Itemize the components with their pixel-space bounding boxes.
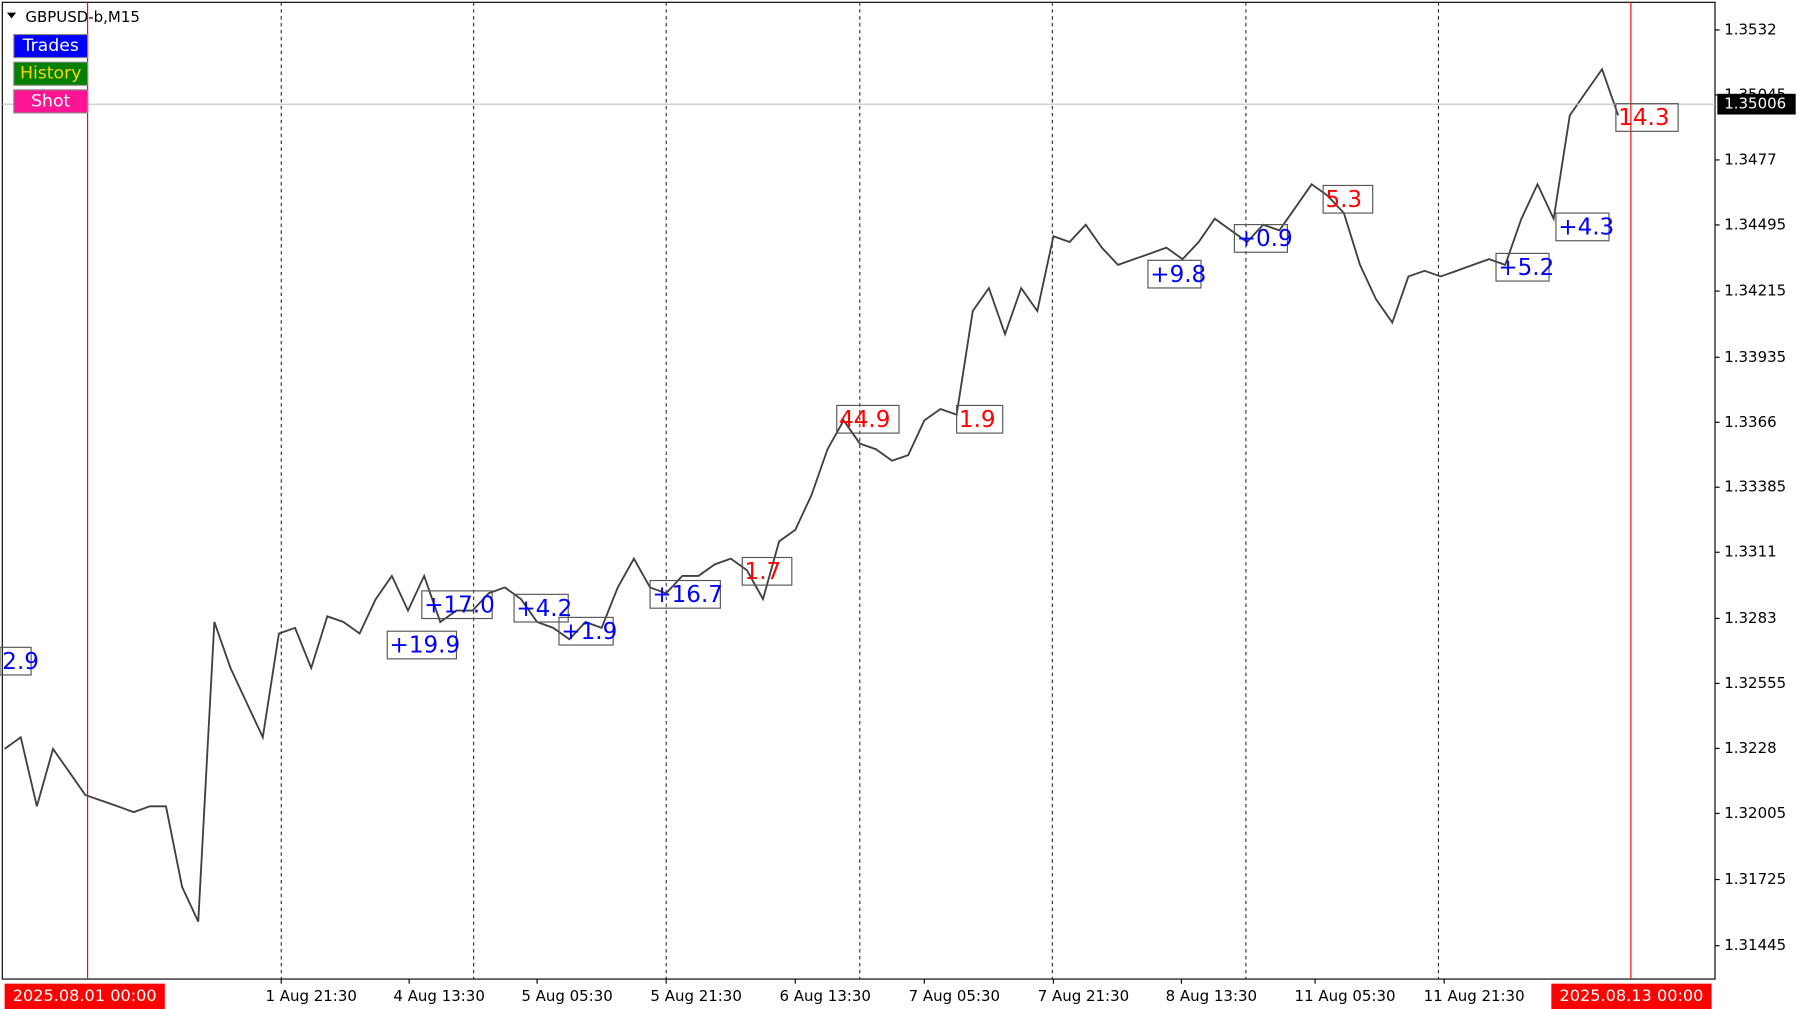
x-tick-label: 5 Aug 05:30 <box>521 987 612 1005</box>
y-tick-label: 1.33935 <box>1724 348 1786 366</box>
menu-arrow[interactable] <box>6 12 17 19</box>
y-tick-label: 1.32005 <box>1724 804 1786 822</box>
trade-label: 5.3 <box>1325 187 1362 213</box>
trade-label-box <box>1147 259 1202 289</box>
period-marker-label: 2025.08.13 00:00 <box>1559 986 1703 1005</box>
x-tick-label: 1 Aug 21:30 <box>265 987 356 1005</box>
trade-label-box <box>1555 212 1610 242</box>
x-tick-label: 5 Aug 21:30 <box>650 987 741 1005</box>
trade-label-box <box>0 646 32 676</box>
y-tick-label: 1.31445 <box>1724 936 1786 954</box>
button-label[interactable]: Shot <box>31 91 70 111</box>
trade-label: +16.7 <box>652 582 723 608</box>
trade-label-box <box>421 590 493 620</box>
x-tick-label: 6 Aug 13:30 <box>780 987 871 1005</box>
trade-label-box <box>649 579 721 609</box>
trade-label: +1.9 <box>561 619 617 645</box>
y-tick-label: 1.3228 <box>1724 739 1776 757</box>
trade-label: +19.9 <box>390 633 461 659</box>
trade-label-box <box>1322 184 1374 214</box>
button-0[interactable] <box>13 33 89 59</box>
x-tick-label: 11 Aug 21:30 <box>1424 987 1525 1005</box>
x-tick-label: 8 Aug 13:30 <box>1166 987 1257 1005</box>
trade-label-box <box>558 616 614 646</box>
y-tick-label: 1.32555 <box>1724 674 1786 692</box>
trade-label: +5.2 <box>1498 255 1554 281</box>
period-marker-box <box>1551 983 1712 1009</box>
current-price-box <box>1717 93 1796 115</box>
y-tick-label: 1.3283 <box>1724 609 1776 627</box>
x-tick-label: 4 Aug 13:30 <box>393 987 484 1005</box>
y-tick-label: 1.33385 <box>1724 478 1786 496</box>
trade-label-box <box>1233 224 1288 253</box>
price-line <box>4 67 1620 922</box>
trade-label: 14.3 <box>1618 105 1669 131</box>
trade-label-box <box>1615 103 1679 132</box>
trade-label: 44.9 <box>839 407 890 433</box>
plot-frame <box>1 1 1716 980</box>
y-tick-label: 1.31725 <box>1724 870 1786 888</box>
y-tick-label: 1.3366 <box>1724 413 1776 431</box>
trade-label: +0.9 <box>1237 226 1293 252</box>
x-tick-label: 11 Aug 05:30 <box>1295 987 1396 1005</box>
button-2[interactable] <box>13 89 89 114</box>
trade-label-box <box>836 404 900 434</box>
trade-label: 1.7 <box>745 559 782 585</box>
trade-label-box <box>386 630 457 660</box>
current-price-label: 1.35006 <box>1724 95 1786 113</box>
trade-label-box <box>1495 252 1550 282</box>
trade-label-box <box>956 404 1004 434</box>
symbol-title: GBPUSD-b,M15 <box>25 8 140 26</box>
y-tick-label: 1.34495 <box>1724 215 1786 233</box>
button-label[interactable]: History <box>20 64 81 84</box>
button-1[interactable] <box>13 61 89 86</box>
y-tick-label: 1.3477 <box>1724 150 1776 168</box>
trade-label: +4.3 <box>1558 215 1614 241</box>
trade-label-box <box>741 556 793 586</box>
trade-label: +17.0 <box>424 592 495 618</box>
y-tick-label: 1.3532 <box>1724 20 1776 38</box>
y-tick-label: 1.34215 <box>1724 282 1786 300</box>
trade-label: +9.8 <box>1150 262 1206 288</box>
x-tick-label: 7 Aug 21:30 <box>1038 987 1129 1005</box>
period-marker-label: 2025.08.01 00:00 <box>13 986 157 1005</box>
period-marker-box <box>4 983 165 1009</box>
y-tick-label: 1.3311 <box>1724 543 1776 561</box>
x-tick-label: 7 Aug 05:30 <box>909 987 1000 1005</box>
trade-label-box <box>513 593 569 623</box>
trade-label: 2.9 <box>2 649 39 675</box>
trade-label: 1.9 <box>959 407 996 433</box>
button-label[interactable]: Trades <box>22 36 79 56</box>
